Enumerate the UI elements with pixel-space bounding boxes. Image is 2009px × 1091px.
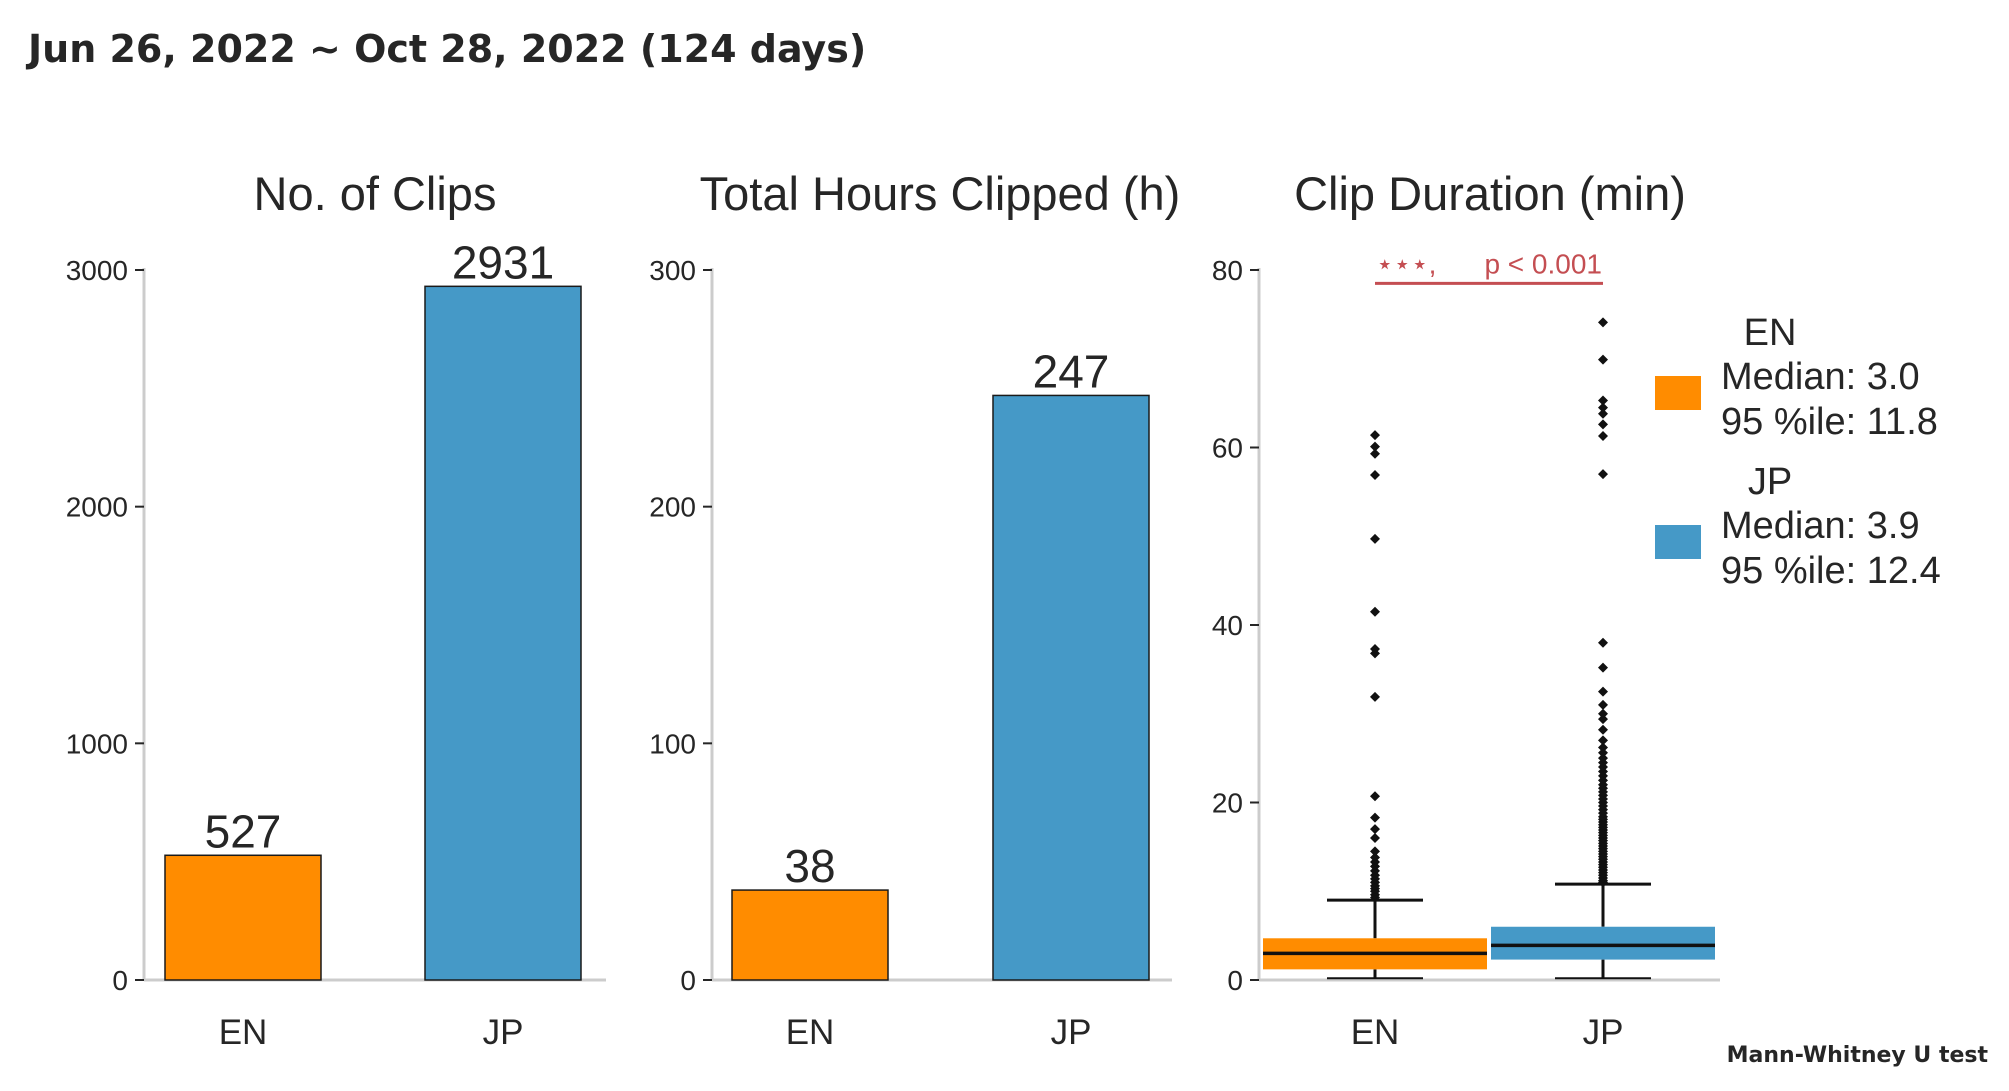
y-tick-label: 0: [112, 965, 128, 996]
footnote: Mann-Whitney U test: [1727, 1043, 1989, 1068]
x-tick-label: JP: [1583, 1013, 1624, 1052]
outlier-point: [1598, 686, 1608, 697]
bar-en: [731, 889, 889, 981]
x-tick-label: JP: [483, 1013, 524, 1052]
legend-title: JP: [1748, 461, 1792, 503]
outlier-point: [1370, 846, 1380, 857]
y-tick-label: 60: [1212, 433, 1243, 464]
x-tick-label: JP: [1051, 1013, 1092, 1052]
data-label: 38: [784, 840, 835, 892]
bar-jp: [992, 394, 1150, 981]
significance-stars: ⋆⋆⋆,: [1376, 248, 1436, 279]
y-tick-label: 200: [649, 492, 696, 523]
outlier-point: [1370, 833, 1380, 843]
outlier-point: [1598, 708, 1608, 719]
outlier-point: [1598, 735, 1608, 746]
legend-title: EN: [1744, 312, 1797, 354]
outlier-point: [1598, 354, 1608, 365]
significance-pvalue: p < 0.001: [1484, 248, 1602, 279]
outlier-point: [1370, 791, 1380, 802]
x-tick-label: EN: [1351, 1013, 1400, 1052]
outlier-point: [1370, 430, 1380, 441]
outlier-point: [1370, 643, 1380, 654]
outlier-point: [1598, 469, 1608, 480]
y-tick-label: 20: [1212, 788, 1243, 819]
panel-title: Clip Duration (min): [1294, 167, 1686, 220]
y-tick-label: 2000: [66, 492, 128, 523]
outlier-point: [1598, 395, 1608, 406]
y-tick-label: 100: [649, 728, 696, 759]
x-tick-label: EN: [219, 1013, 268, 1052]
legend-swatch-jp: [1655, 525, 1701, 559]
outlier-point: [1370, 852, 1380, 863]
outlier-point: [1598, 699, 1608, 710]
panel-clip-duration: Clip Duration (min) 0 20 40 60 80 EN JP ⋆⋆⋆, p < …: [1212, 167, 1720, 1052]
outlier-point: [1370, 812, 1380, 823]
outlier-point: [1370, 606, 1380, 617]
y-tick-label: 0: [1227, 965, 1243, 996]
outlier-point: [1598, 714, 1608, 725]
outlier-point: [1598, 419, 1608, 430]
y-tick-label: 40: [1212, 610, 1243, 641]
y-tick-label: 3000: [66, 255, 128, 286]
y-tick-label: 80: [1212, 255, 1243, 286]
outlier-point: [1598, 753, 1608, 764]
outlier-point: [1370, 533, 1380, 544]
panel-title: No. of Clips: [254, 167, 497, 220]
y-tick-label: 1000: [66, 728, 128, 759]
figure-title: Jun 26, 2022 ~ Oct 28, 2022 (124 days): [25, 27, 866, 71]
panel-clip-count: No. of Clips 0 1000 2000 3000 EN JP 527 2931: [66, 167, 606, 1052]
bar-jp: [424, 285, 582, 981]
legend-text: 95 %ile: 11.8: [1721, 401, 1938, 443]
outlier-point: [1370, 691, 1380, 702]
data-label: 527: [205, 805, 282, 857]
legend-text: Median: 3.0: [1721, 356, 1920, 398]
outlier-point: [1598, 747, 1608, 758]
y-tick-label: 300: [649, 255, 696, 286]
panel-total-hours: Total Hours Clipped (h) 0 100 200 300 EN JP 38 2…: [649, 167, 1180, 1052]
panel-title: Total Hours Clipped (h): [700, 167, 1181, 220]
outlier-point: [1598, 637, 1608, 648]
outlier-point: [1598, 402, 1608, 413]
box-jp: [1491, 926, 1715, 960]
outlier-point: [1598, 317, 1608, 328]
bar-en: [164, 854, 322, 981]
outlier-point: [1370, 824, 1380, 835]
outlier-point: [1370, 470, 1380, 481]
x-tick-label: EN: [786, 1013, 835, 1052]
outlier-point: [1598, 662, 1608, 673]
outlier-point: [1598, 742, 1608, 753]
legend-text: Median: 3.9: [1721, 505, 1920, 547]
outlier-point: [1598, 430, 1608, 441]
outlier-point: [1598, 408, 1608, 419]
legend-swatch-en: [1655, 376, 1701, 410]
outlier-point: [1598, 724, 1608, 735]
outlier-point: [1370, 448, 1380, 459]
legend-text: 95 %ile: 12.4: [1721, 550, 1941, 592]
data-label: 247: [1033, 345, 1110, 397]
y-tick-label: 0: [680, 965, 696, 996]
data-label: 2931: [452, 236, 554, 288]
outlier-point: [1370, 441, 1380, 452]
